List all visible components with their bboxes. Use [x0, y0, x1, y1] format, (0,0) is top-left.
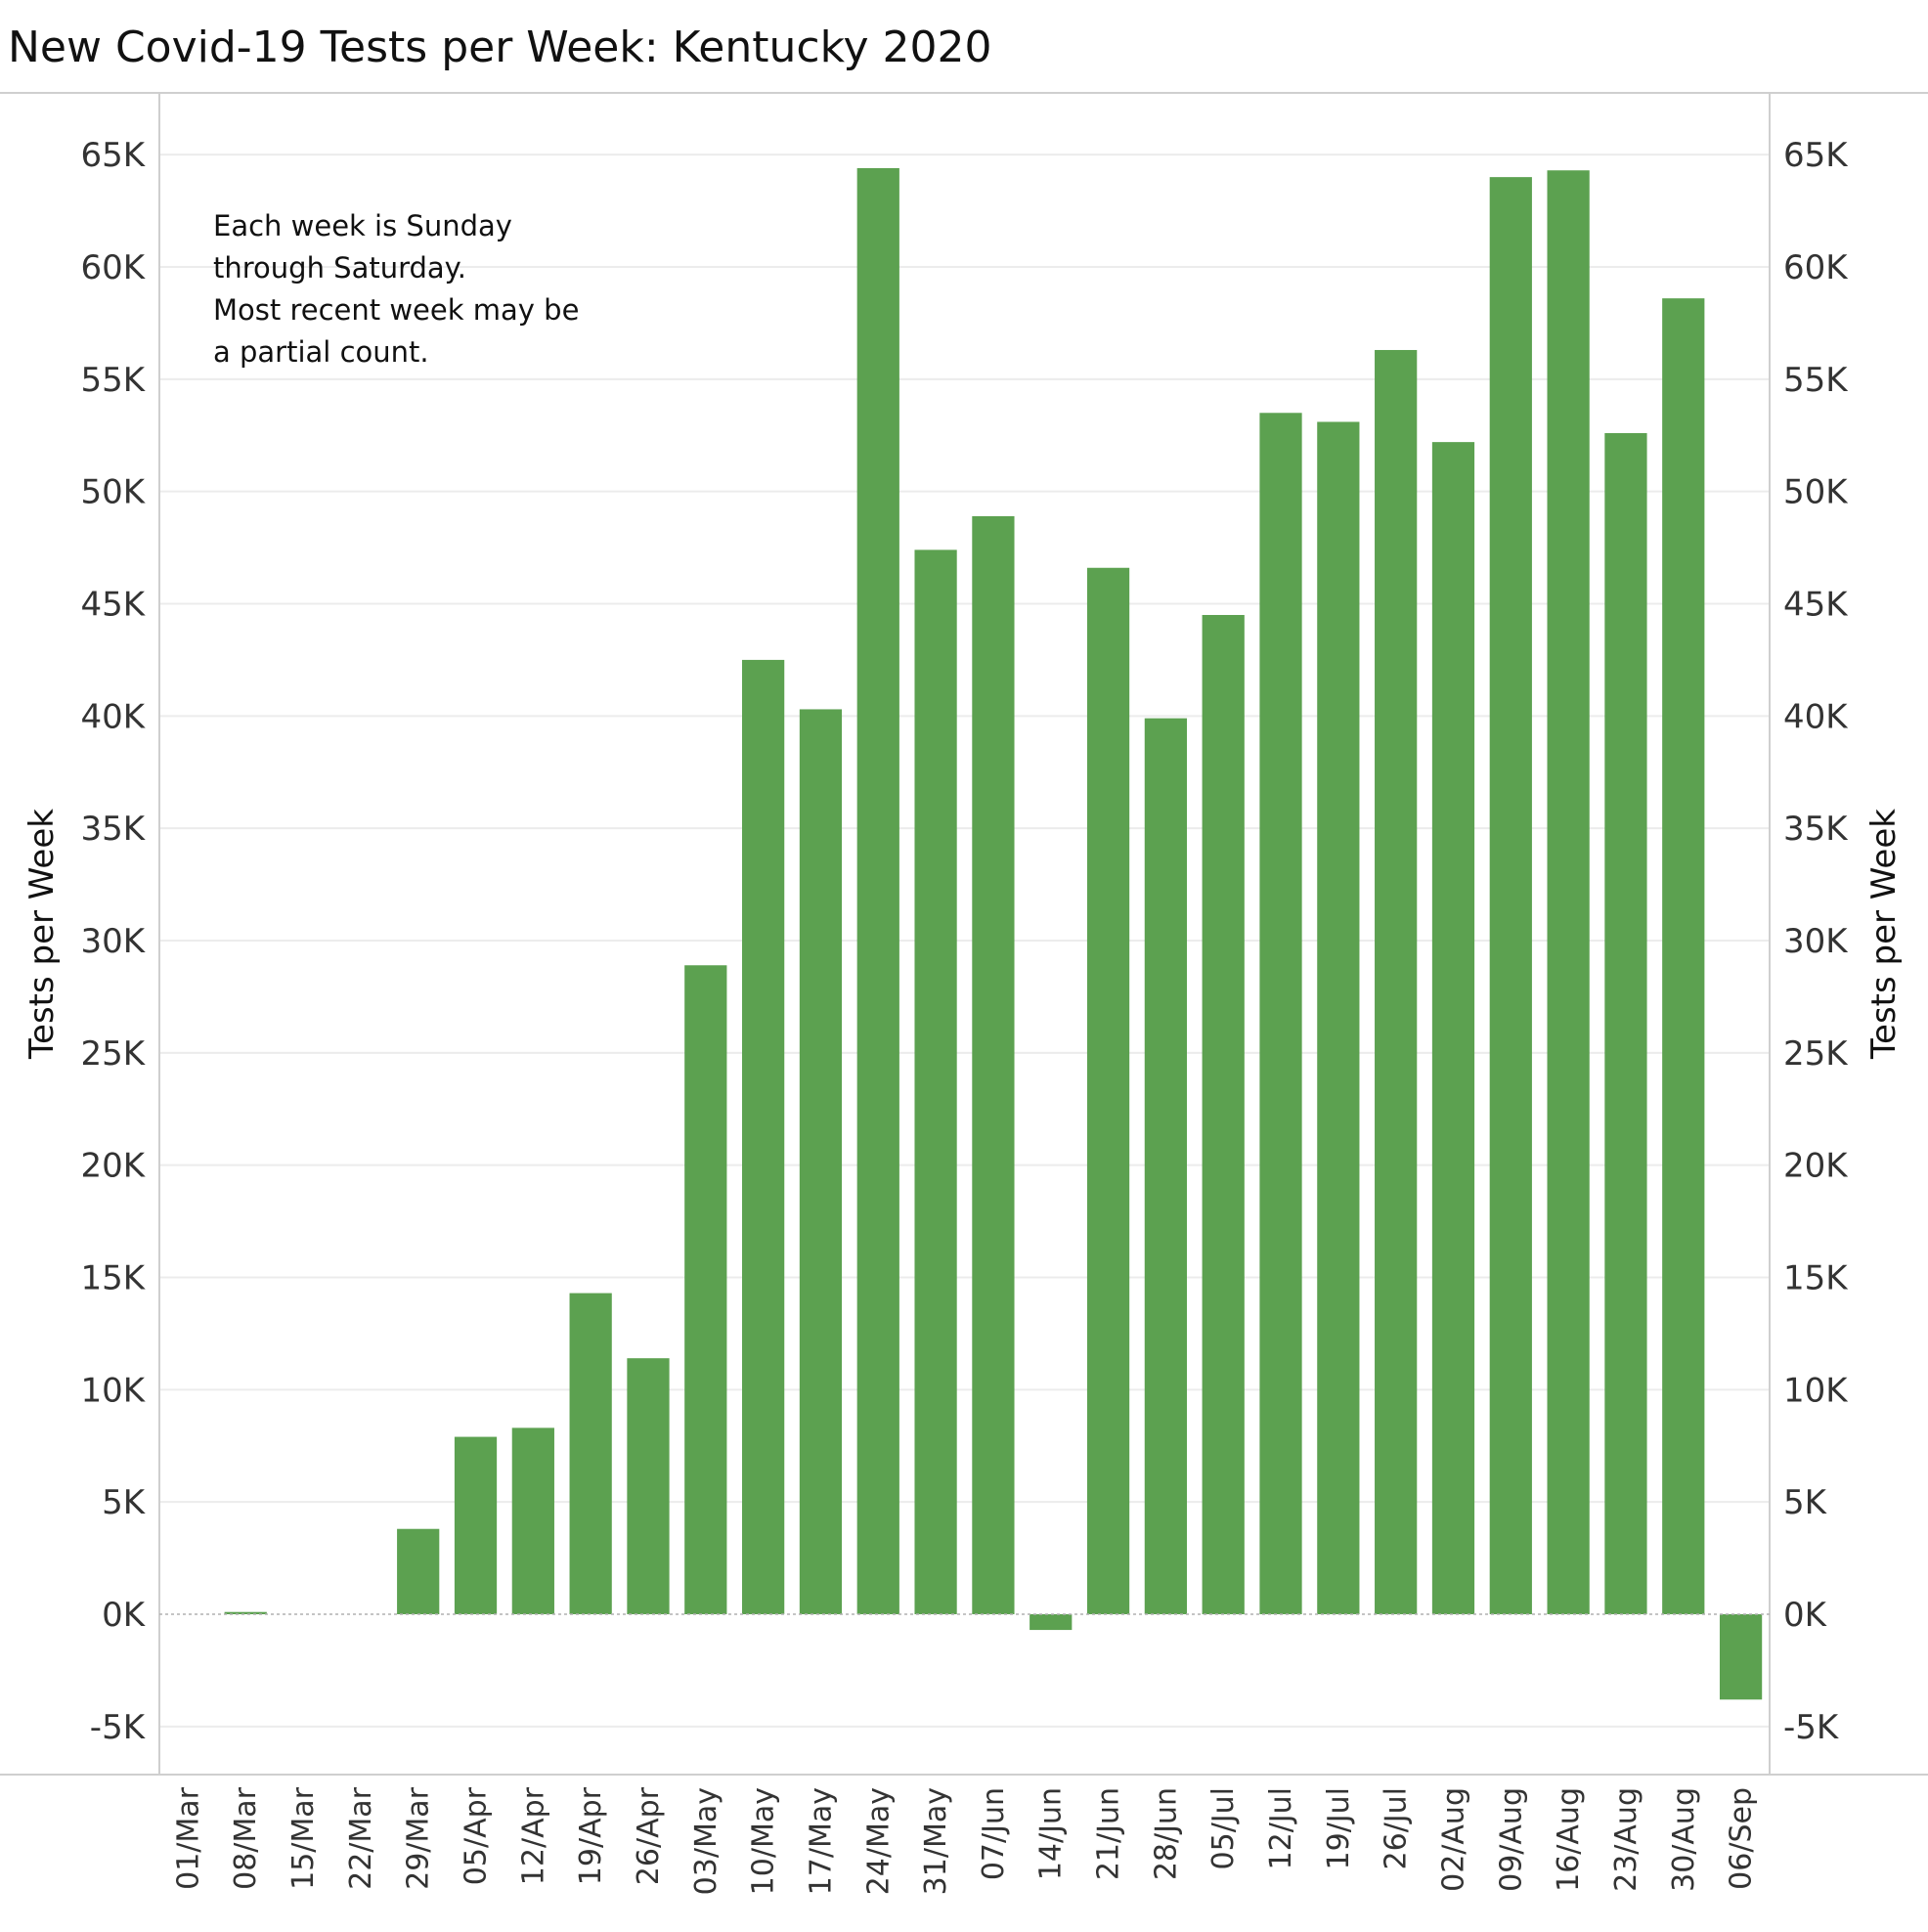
bar — [799, 709, 843, 1614]
bar — [1086, 567, 1130, 1614]
x-tick-label: 14/Jun — [1034, 1787, 1069, 1880]
x-tick-label: 02/Aug — [1436, 1787, 1470, 1892]
y-tick-label-left: 45K — [80, 586, 146, 625]
bar — [972, 515, 1015, 1615]
bar — [856, 167, 899, 1615]
chart-frame — [0, 92, 1928, 1776]
bar — [1259, 413, 1302, 1614]
bar — [1144, 718, 1187, 1614]
y-tick-label-left: 20K — [80, 1147, 146, 1186]
bar — [914, 549, 957, 1614]
x-tick-label: 15/Mar — [286, 1786, 321, 1890]
bar — [684, 965, 727, 1614]
x-tick-label: 08/Mar — [229, 1786, 263, 1890]
y-tick-label-right: 65K — [1783, 136, 1849, 175]
bar — [1030, 1614, 1073, 1631]
x-tick-label: 29/Mar — [402, 1786, 436, 1890]
y-tick-label-left: -5K — [90, 1708, 147, 1747]
y-tick-label-left: 50K — [80, 473, 146, 512]
x-tick-label: 09/Aug — [1494, 1787, 1528, 1892]
x-tick-label: 28/Jun — [1149, 1787, 1183, 1880]
y-axis-title-right: Tests per Week — [1864, 809, 1904, 1060]
x-tick-label: 22/Mar — [344, 1786, 378, 1890]
bar — [1604, 432, 1647, 1614]
x-tick-label: 23/Aug — [1609, 1787, 1643, 1892]
y-tick-label-left: 10K — [80, 1371, 146, 1410]
bar — [1547, 170, 1590, 1615]
y-axis-right: 65K 60K 55K 50K 45K 40K 35K 30K 25K 20K 15K 10K 5K 0K… — [1783, 136, 1849, 1747]
x-tick-label: 05/Jul — [1206, 1787, 1241, 1869]
y-tick-label-right: -5K — [1783, 1708, 1840, 1747]
y-tick-label-left: 15K — [80, 1259, 146, 1298]
y-tick-label-left: 65K — [80, 136, 146, 175]
x-tick-label: 06/Sep — [1725, 1787, 1759, 1890]
note-line: Each week is Sunday — [213, 209, 512, 242]
y-tick-label-right: 20K — [1783, 1147, 1849, 1186]
chart-title: New Covid-19 Tests per Week: Kentucky 20… — [8, 22, 992, 72]
note-line: Most recent week may be — [213, 293, 579, 327]
y-tick-label-right: 40K — [1783, 697, 1849, 736]
annotation-note: Each week is Sunday through Saturday. Most… — [213, 209, 579, 369]
x-tick-label: 31/May — [919, 1787, 953, 1895]
note-line: a partial count. — [213, 335, 429, 369]
x-tick-label: 01/Mar — [171, 1786, 205, 1890]
y-tick-label-left: 40K — [80, 697, 146, 736]
y-tick-label-left: 60K — [80, 248, 146, 287]
x-tick-label: 17/May — [804, 1787, 838, 1895]
y-tick-label-right: 15K — [1783, 1259, 1849, 1298]
note-line: through Saturday. — [213, 251, 466, 285]
bars — [224, 167, 1763, 1700]
bar — [397, 1528, 440, 1614]
y-tick-label-right: 25K — [1783, 1034, 1849, 1074]
y-tick-label-right: 60K — [1783, 248, 1849, 287]
bar — [742, 659, 785, 1614]
bar — [1489, 177, 1532, 1615]
x-tick-label: 19/Apr — [574, 1786, 608, 1885]
x-tick-label: 16/Aug — [1552, 1787, 1586, 1892]
bar — [1317, 421, 1360, 1615]
x-tick-label: 12/Apr — [516, 1786, 550, 1885]
bar — [224, 1611, 267, 1614]
x-tick-label: 26/Jul — [1380, 1787, 1414, 1869]
y-tick-label-right: 45K — [1783, 586, 1849, 625]
y-tick-label-left: 5K — [102, 1483, 147, 1522]
x-tick-label: 05/Apr — [460, 1786, 494, 1885]
x-tick-label: 26/Apr — [632, 1786, 666, 1885]
y-axis-title-left: Tests per Week — [22, 809, 62, 1060]
y-tick-label-left: 55K — [80, 361, 146, 400]
x-tick-label: 10/May — [747, 1787, 781, 1895]
bar — [1375, 349, 1418, 1614]
y-tick-label-right: 55K — [1783, 361, 1849, 400]
y-axis-left: 65K 60K 55K 50K 45K 40K 35K 30K 25K 20K 15K 10K 5K 0K… — [80, 136, 146, 1747]
x-tick-label: 07/Jun — [977, 1787, 1011, 1880]
y-tick-label-left: 35K — [80, 810, 146, 849]
x-axis: 01/Mar 08/Mar 15/Mar 22/Mar 29/Mar 05/Apr 12/A… — [171, 1786, 1758, 1895]
y-tick-label-right: 50K — [1783, 473, 1849, 512]
x-tick-label: 30/Aug — [1667, 1787, 1701, 1892]
bar — [1202, 614, 1245, 1614]
y-tick-label-right: 0K — [1783, 1596, 1828, 1635]
y-tick-label-right: 30K — [1783, 922, 1849, 961]
y-tick-label-left: 25K — [80, 1034, 146, 1074]
y-tick-label-left: 0K — [102, 1596, 147, 1635]
bar — [454, 1436, 498, 1614]
x-tick-label: 19/Jul — [1322, 1787, 1356, 1869]
bar — [1662, 298, 1705, 1614]
x-tick-label: 03/May — [689, 1787, 723, 1895]
bar — [1719, 1614, 1763, 1700]
y-tick-label-right: 10K — [1783, 1371, 1849, 1410]
bar — [511, 1427, 554, 1614]
y-tick-label-right: 5K — [1783, 1483, 1828, 1522]
bar — [569, 1293, 612, 1614]
x-tick-label: 12/Jul — [1264, 1787, 1298, 1869]
bar — [627, 1358, 670, 1614]
x-tick-label: 21/Jun — [1092, 1787, 1126, 1880]
bar — [1431, 442, 1475, 1614]
y-tick-label-right: 35K — [1783, 810, 1849, 849]
y-tick-label-left: 30K — [80, 922, 146, 961]
x-tick-label: 24/May — [861, 1787, 896, 1895]
